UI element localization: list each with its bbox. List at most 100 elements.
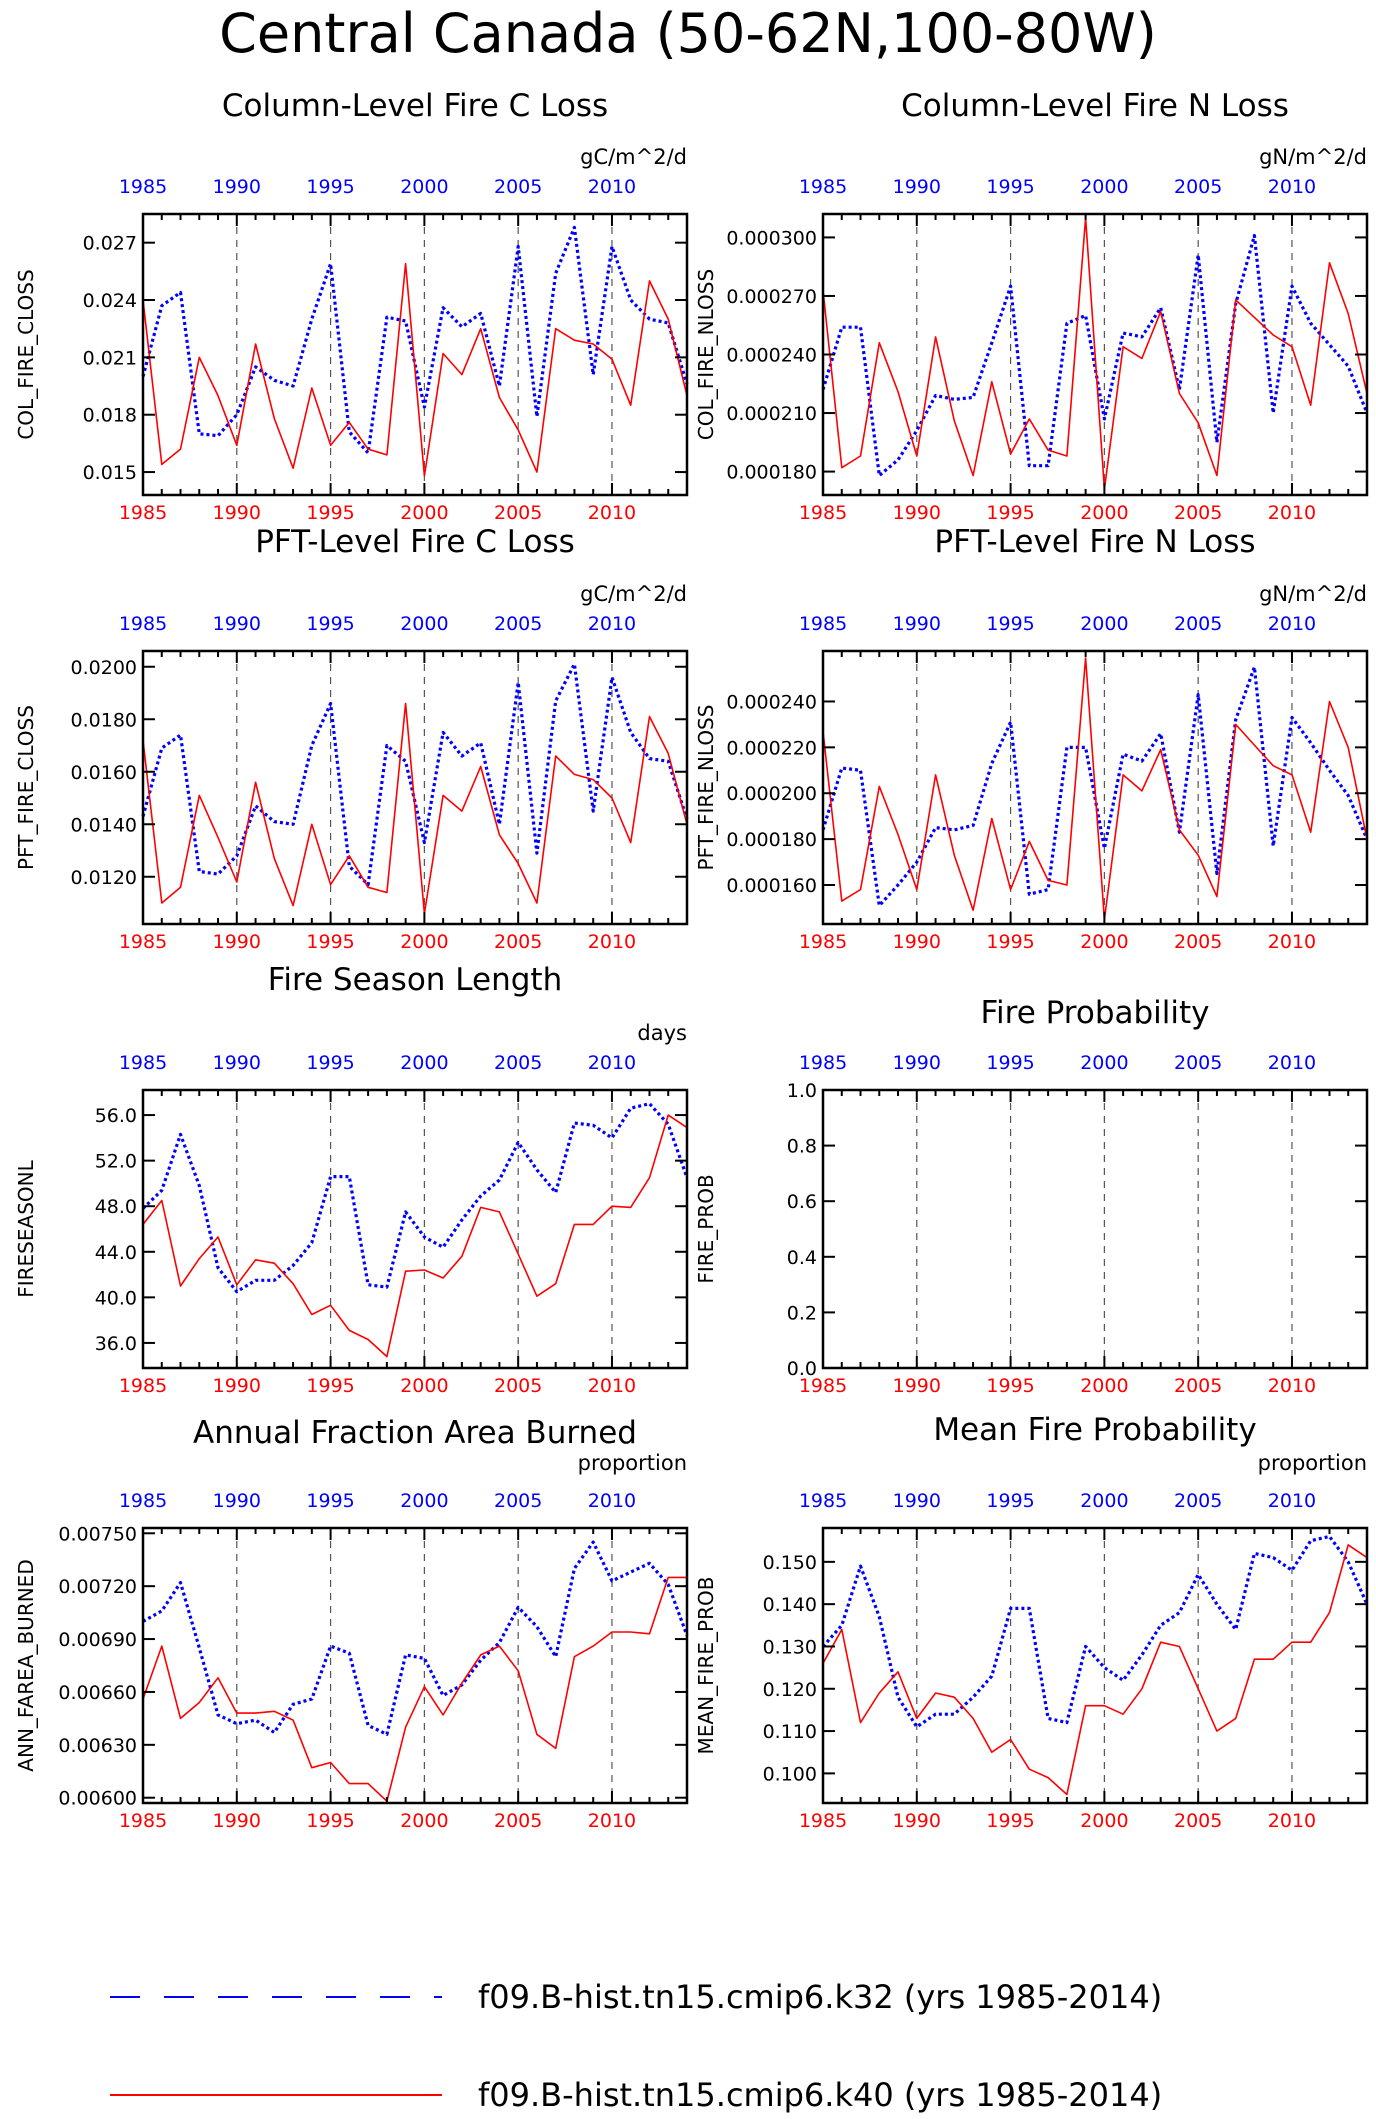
y-tick-label: 0.00600	[58, 1788, 137, 1810]
y-tick-label: 0.4	[787, 1247, 817, 1269]
y-tick-label: 0.018	[83, 405, 137, 427]
x-tick-label-top: 2000	[1080, 1490, 1128, 1512]
chart-panel-5: Fire Season Length days 36.0 40.0 44.0 48.0 52…	[14, 962, 689, 1397]
y-axis-label: FIRESEASONL	[14, 1159, 38, 1297]
x-tick-label-bottom: 2000	[1080, 931, 1128, 953]
y-axis-label: ANN_FAREA_BURNED	[14, 1559, 38, 1771]
x-tick-label-top: 2005	[494, 1490, 542, 1512]
series-line-k40	[142, 1114, 688, 1358]
y-axis-label: COL_FIRE_NLOSS	[694, 269, 718, 440]
units-label: days	[637, 1021, 687, 1045]
y-tick-label: 56.0	[95, 1105, 137, 1127]
x-tick-label-top: 2000	[400, 613, 448, 635]
y-tick-label: 0.150	[763, 1552, 817, 1574]
y-tick-label: 0.00690	[58, 1629, 137, 1651]
y-tick-label: 0.000240	[726, 345, 817, 367]
y-tick-label: 40.0	[95, 1287, 137, 1309]
series-line-k40	[822, 1544, 1368, 1796]
x-tick-label-top: 2000	[1080, 613, 1128, 635]
x-tick-label-top: 2005	[494, 176, 542, 198]
chart-title: Column-Level Fire N Loss	[901, 88, 1289, 124]
x-tick-label-top: 2005	[1174, 1490, 1222, 1512]
y-tick-label: 0.0200	[71, 657, 137, 679]
x-tick-label-top: 2010	[588, 1490, 636, 1512]
chart-title: PFT-Level Fire N Loss	[934, 524, 1255, 560]
y-tick-label: 0.0	[787, 1358, 817, 1380]
x-tick-label-bottom: 1995	[986, 1375, 1034, 1397]
x-tick-label-bottom: 2005	[494, 502, 542, 524]
x-tick-label-bottom: 2010	[588, 1810, 636, 1832]
chart-title: Mean Fire Probability	[933, 1412, 1256, 1448]
x-tick-label-bottom: 1990	[213, 1375, 261, 1397]
y-tick-label: 0.2	[787, 1302, 817, 1324]
chart-panel-2: Column-Level Fire N Loss gN/m^2/d 0.000180…	[694, 88, 1369, 524]
y-axis-label: PFT_FIRE_NLOSS	[694, 705, 718, 871]
x-tick-label-bottom: 2005	[1174, 1375, 1222, 1397]
x-tick-label-top: 1995	[986, 1052, 1034, 1074]
y-tick-label: 0.024	[83, 290, 137, 312]
x-tick-label-bottom: 1990	[893, 502, 941, 524]
x-tick-label-top: 1985	[799, 176, 847, 198]
y-tick-label: 0.000240	[726, 691, 817, 713]
x-tick-label-top: 2000	[400, 176, 448, 198]
y-tick-label: 48.0	[95, 1196, 137, 1218]
x-tick-label-top: 2010	[1268, 1490, 1316, 1512]
x-tick-label-bottom: 2000	[400, 1810, 448, 1832]
units-label: gN/m^2/d	[1259, 582, 1367, 606]
chart-panel-6: Fire Probability 0.0 0.2 0.4 0.6 0.8 1.0 1985 19…	[694, 995, 1369, 1397]
legend-label: f09.B-hist.tn15.cmip6.k32 (yrs 1985-2014…	[478, 1978, 1162, 2016]
y-tick-label: 44.0	[95, 1242, 137, 1264]
x-tick-label-bottom: 1985	[799, 1810, 847, 1832]
legend: f09.B-hist.tn15.cmip6.k32 (yrs 1985-2014…	[110, 1978, 1162, 2114]
x-tick-label-top: 2010	[588, 613, 636, 635]
y-tick-label: 1.0	[787, 1080, 817, 1102]
x-tick-label-top: 2010	[588, 176, 636, 198]
x-tick-label-bottom: 1995	[986, 1810, 1034, 1832]
y-tick-label: 0.000220	[726, 737, 817, 759]
y-tick-label: 36.0	[95, 1333, 137, 1355]
x-tick-label-top: 2005	[1174, 613, 1222, 635]
x-tick-label-bottom: 1990	[893, 1375, 941, 1397]
series-line-k40	[822, 657, 1368, 921]
legend-item-2: f09.B-hist.tn15.cmip6.k40 (yrs 1985-2014…	[110, 2076, 1162, 2114]
x-tick-label-bottom: 2000	[1080, 502, 1128, 524]
x-tick-label-bottom: 2000	[1080, 1375, 1128, 1397]
x-tick-label-bottom: 1990	[213, 502, 261, 524]
x-tick-label-top: 2010	[1268, 613, 1316, 635]
x-tick-label-top: 2005	[494, 1052, 542, 1074]
x-tick-label-bottom: 1995	[306, 1375, 354, 1397]
x-tick-label-top: 1985	[799, 1490, 847, 1512]
x-tick-label-bottom: 2010	[1268, 1375, 1316, 1397]
x-tick-label-top: 1990	[893, 1490, 941, 1512]
legend-label: f09.B-hist.tn15.cmip6.k40 (yrs 1985-2014…	[478, 2076, 1162, 2114]
x-tick-label-top: 1985	[119, 613, 167, 635]
x-tick-label-top: 1990	[213, 176, 261, 198]
x-tick-label-bottom: 2010	[588, 1375, 636, 1397]
x-tick-label-top: 1990	[893, 613, 941, 635]
x-tick-label-bottom: 2005	[1174, 931, 1222, 953]
panels: Column-Level Fire C Loss gC/m^2/d 0.015 0.0…	[14, 88, 1369, 1832]
series-line-k40	[822, 217, 1368, 490]
y-tick-label: 0.0120	[71, 867, 137, 889]
y-tick-label: 0.00720	[58, 1576, 137, 1598]
x-tick-label-bottom: 1990	[213, 931, 261, 953]
x-tick-label-top: 1995	[986, 613, 1034, 635]
x-tick-label-top: 2010	[1268, 1052, 1316, 1074]
x-tick-label-bottom: 1985	[119, 502, 167, 524]
x-tick-label-bottom: 1985	[799, 502, 847, 524]
legend-item-1: f09.B-hist.tn15.cmip6.k32 (yrs 1985-2014…	[110, 1978, 1162, 2016]
x-tick-label-bottom: 1985	[119, 1375, 167, 1397]
x-tick-label-top: 2010	[588, 1052, 636, 1074]
figure-title: Central Canada (50-62N,100-80W)	[219, 2, 1157, 65]
x-tick-label-bottom: 1985	[799, 931, 847, 953]
x-tick-label-bottom: 1995	[306, 1810, 354, 1832]
x-tick-label-top: 1995	[306, 176, 354, 198]
x-tick-label-bottom: 1995	[986, 931, 1034, 953]
x-tick-label-bottom: 1995	[986, 502, 1034, 524]
x-tick-label-bottom: 2005	[494, 931, 542, 953]
y-axis-label: PFT_FIRE_CLOSS	[14, 705, 38, 870]
plot-frame	[141, 1526, 689, 1805]
